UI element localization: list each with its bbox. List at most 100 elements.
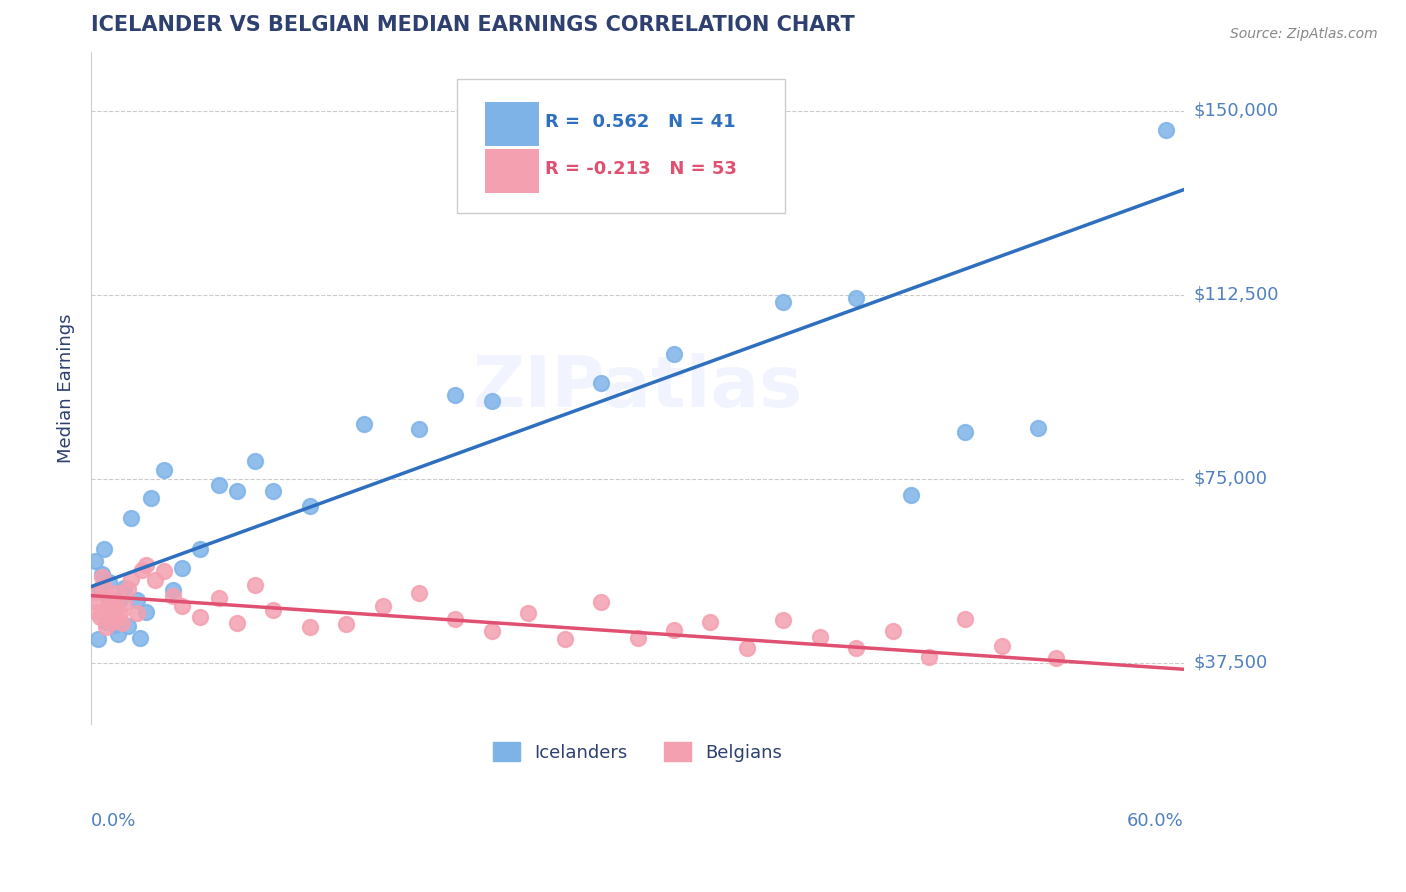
- Point: [190, 609, 212, 624]
- Point: [481, 624, 503, 638]
- Point: [162, 589, 184, 603]
- Point: [190, 541, 212, 556]
- Point: [991, 639, 1014, 653]
- Point: [125, 592, 148, 607]
- FancyBboxPatch shape: [485, 149, 538, 193]
- Text: 60.0%: 60.0%: [1128, 813, 1184, 830]
- Text: ZIPatlas: ZIPatlas: [472, 353, 803, 423]
- Point: [243, 454, 266, 468]
- Point: [172, 599, 194, 613]
- Point: [882, 624, 904, 638]
- Point: [117, 619, 139, 633]
- Point: [105, 586, 128, 600]
- Point: [112, 596, 135, 610]
- Point: [101, 604, 124, 618]
- Point: [87, 632, 110, 646]
- Point: [481, 393, 503, 408]
- Point: [444, 612, 467, 626]
- Point: [143, 573, 166, 587]
- Point: [111, 615, 134, 630]
- Point: [900, 488, 922, 502]
- Point: [89, 582, 111, 597]
- Point: [91, 567, 114, 582]
- Point: [120, 510, 142, 524]
- Point: [129, 631, 152, 645]
- Point: [662, 347, 685, 361]
- FancyBboxPatch shape: [457, 78, 785, 213]
- Point: [298, 620, 321, 634]
- Point: [83, 584, 105, 599]
- Point: [153, 564, 176, 578]
- Point: [626, 631, 648, 645]
- Point: [110, 606, 132, 620]
- Text: R =  0.562   N = 41: R = 0.562 N = 41: [544, 113, 735, 131]
- Text: $150,000: $150,000: [1194, 102, 1278, 120]
- Point: [735, 640, 758, 655]
- Point: [131, 563, 153, 577]
- Point: [225, 616, 247, 631]
- Point: [1045, 651, 1067, 665]
- Point: [699, 615, 721, 629]
- Text: $112,500: $112,500: [1194, 285, 1278, 304]
- Point: [172, 561, 194, 575]
- Point: [162, 583, 184, 598]
- Point: [1026, 421, 1049, 435]
- Point: [335, 616, 357, 631]
- Point: [408, 586, 430, 600]
- Y-axis label: Median Earnings: Median Earnings: [58, 313, 75, 463]
- Point: [104, 596, 127, 610]
- Point: [772, 294, 794, 309]
- Point: [125, 607, 148, 621]
- Point: [104, 618, 127, 632]
- Point: [135, 605, 157, 619]
- Point: [89, 609, 111, 624]
- Text: $75,000: $75,000: [1194, 470, 1267, 488]
- Point: [1154, 123, 1177, 137]
- Point: [135, 558, 157, 572]
- Point: [444, 388, 467, 402]
- Point: [94, 620, 117, 634]
- Point: [107, 626, 129, 640]
- Point: [112, 581, 135, 595]
- Point: [845, 641, 868, 656]
- Point: [554, 632, 576, 647]
- Point: [101, 605, 124, 619]
- Point: [141, 491, 163, 505]
- Point: [96, 600, 118, 615]
- Text: $37,500: $37,500: [1194, 654, 1267, 672]
- Point: [93, 542, 115, 557]
- Point: [517, 606, 540, 620]
- Point: [591, 376, 613, 390]
- Point: [98, 575, 121, 590]
- Point: [772, 613, 794, 627]
- Point: [918, 649, 941, 664]
- Point: [353, 417, 375, 431]
- Point: [955, 612, 977, 626]
- Point: [98, 591, 121, 605]
- Point: [96, 591, 118, 605]
- Point: [93, 580, 115, 594]
- Point: [662, 623, 685, 637]
- Point: [110, 591, 132, 606]
- Point: [87, 595, 110, 609]
- Point: [86, 605, 108, 619]
- Point: [262, 603, 284, 617]
- Text: R = -0.213   N = 53: R = -0.213 N = 53: [544, 161, 737, 178]
- Point: [1136, 754, 1159, 768]
- Point: [408, 422, 430, 436]
- Point: [808, 630, 831, 644]
- Text: Source: ZipAtlas.com: Source: ZipAtlas.com: [1230, 27, 1378, 41]
- Point: [83, 554, 105, 568]
- Text: 0.0%: 0.0%: [91, 813, 136, 830]
- Point: [117, 582, 139, 596]
- Point: [591, 595, 613, 609]
- Point: [94, 615, 117, 630]
- Point: [107, 610, 129, 624]
- Point: [153, 463, 176, 477]
- Legend: Icelanders, Belgians: Icelanders, Belgians: [485, 735, 789, 769]
- Point: [225, 483, 247, 498]
- Point: [371, 599, 394, 613]
- Point: [100, 615, 122, 629]
- Point: [208, 478, 231, 492]
- Point: [845, 291, 868, 305]
